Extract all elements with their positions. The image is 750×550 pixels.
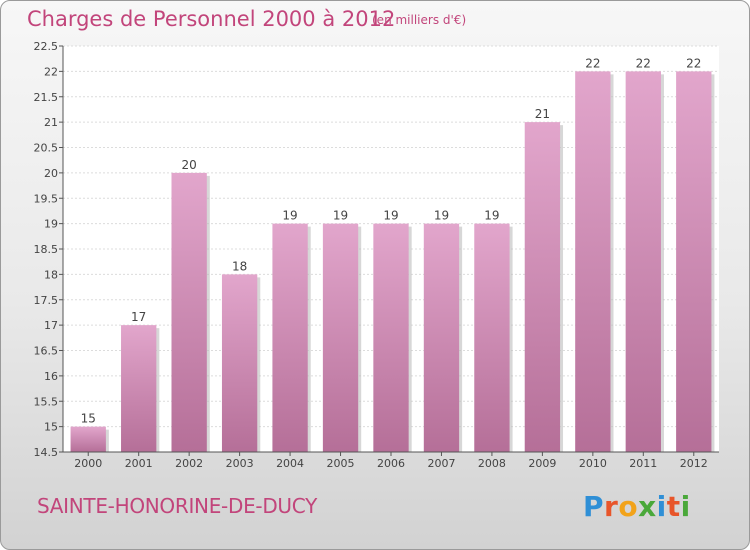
y-tick-label: 18.5 — [34, 243, 59, 256]
y-tick-label: 22.5 — [34, 40, 59, 53]
y-tick-label: 19 — [44, 218, 58, 231]
logo-letter: r — [604, 490, 619, 523]
bar-2005 — [322, 223, 359, 452]
x-tick-label: 2005 — [327, 457, 355, 470]
bar-2010 — [575, 71, 611, 452]
data-label: 22 — [585, 56, 600, 70]
data-label: 19 — [383, 209, 398, 223]
data-label: 19 — [484, 209, 499, 223]
bar-2008 — [474, 223, 510, 452]
chart-title: Charges de Personnel 2000 à 2012 — [27, 7, 396, 31]
data-label: 19 — [282, 209, 297, 223]
logo-letter: x — [638, 490, 657, 523]
x-tick-label: 2009 — [528, 457, 556, 470]
x-tick-label: 2010 — [579, 457, 607, 470]
y-tick-label: 20.5 — [34, 142, 59, 155]
y-tick-label: 14.5 — [34, 446, 59, 459]
logo-letter: i — [656, 490, 667, 523]
commune-name: SAINTE-HONORINE-DE-DUCY — [37, 494, 317, 518]
bar-2007 — [423, 223, 460, 452]
x-tick-label: 2003 — [226, 457, 254, 470]
y-tick-label: 17 — [44, 319, 58, 332]
y-tick-label: 18 — [44, 268, 58, 281]
x-tick-label: 2001 — [125, 457, 153, 470]
logo-letter: o — [618, 490, 639, 523]
y-tick-label: 17.5 — [34, 294, 59, 307]
bar-2009 — [524, 122, 561, 452]
bar-2002 — [171, 172, 207, 452]
data-label: 20 — [182, 158, 197, 172]
x-tick-label: 2004 — [276, 457, 304, 470]
x-tick-label: 2006 — [377, 457, 405, 470]
logo-letter: i — [680, 490, 691, 523]
logo-letter: t — [666, 490, 681, 523]
bar-2000 — [70, 426, 106, 452]
x-tick-label: 2007 — [427, 457, 455, 470]
x-tick-label: 2000 — [74, 457, 102, 470]
y-tick-label: 19.5 — [34, 192, 59, 205]
data-label: 22 — [686, 56, 701, 70]
bar-2001 — [121, 325, 157, 452]
x-tick-label: 2008 — [478, 457, 506, 470]
data-label: 15 — [81, 412, 96, 426]
y-tick-label: 16.5 — [34, 345, 59, 358]
proxiti-logo[interactable]: Proxiti — [583, 490, 691, 523]
data-label: 19 — [333, 209, 348, 223]
x-tick-label: 2011 — [629, 457, 657, 470]
bar-2012 — [676, 71, 712, 452]
x-tick-label: 2002 — [175, 457, 203, 470]
y-tick-label: 22 — [44, 65, 58, 78]
y-tick-label: 21 — [44, 116, 58, 129]
y-tick-label: 20 — [44, 167, 58, 180]
bar-2004 — [272, 223, 308, 452]
y-tick-label: 21.5 — [34, 91, 59, 104]
data-label: 22 — [636, 56, 651, 70]
y-tick-label: 15.5 — [34, 395, 59, 408]
chart-subtitle: (en milliers d'€) — [372, 13, 467, 27]
data-label: 19 — [434, 209, 449, 223]
y-tick-label: 15 — [44, 421, 58, 434]
x-tick-label: 2012 — [680, 457, 708, 470]
bar-2006 — [373, 223, 409, 452]
bar-2011 — [625, 71, 661, 452]
data-label: 21 — [535, 107, 550, 121]
y-tick-label: 16 — [44, 370, 58, 383]
data-label: 17 — [131, 310, 146, 324]
bar-2003 — [221, 274, 258, 452]
data-label: 18 — [232, 259, 247, 273]
logo-letter: P — [583, 490, 605, 523]
